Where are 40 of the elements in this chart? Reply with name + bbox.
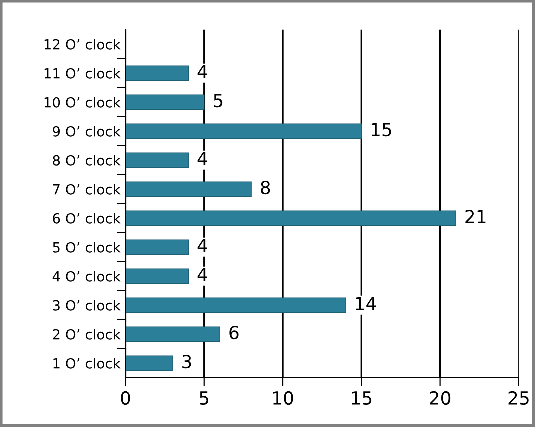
x-tick-label: 20 (430, 391, 451, 406)
bar (126, 356, 174, 371)
data-label: 4 (198, 65, 208, 78)
bar (126, 94, 205, 110)
y-tick-label: 3 O’ clock (53, 300, 121, 311)
data-label: 3 (182, 354, 192, 369)
y-tick-label: 7 O’ clock (53, 184, 121, 195)
y-tick-label: 10 O’ clock (44, 97, 121, 108)
bar (126, 210, 456, 226)
data-label: 4 (198, 239, 208, 252)
data-label: 21 (466, 210, 486, 224)
bar (126, 298, 346, 313)
x-tick-label: 25 (508, 391, 529, 406)
y-tick-label: 4 O’ clock (52, 271, 121, 282)
x-tick-label: 10 (274, 391, 294, 406)
x-tick-label: 5 (200, 392, 209, 406)
bar (126, 124, 362, 139)
data-label: 5 (214, 94, 223, 108)
y-tick-label: 5 O’ clock (53, 242, 121, 253)
y-tick-label: 6 O’ clock (53, 213, 121, 224)
bar (126, 182, 252, 197)
y-tick-label: 9 O’ clock (53, 126, 121, 137)
y-tick-label: 2 O’ clock (53, 329, 121, 340)
bar (126, 152, 189, 168)
data-label: 4 (198, 152, 208, 166)
data-label: 14 (356, 297, 376, 310)
data-label: 6 (230, 326, 239, 340)
bar (126, 240, 189, 255)
y-tick-label: 8 O’ clock (53, 155, 121, 166)
bar (126, 326, 220, 342)
data-label: 8 (261, 180, 270, 195)
y-tick-label: 1 O’ clock (54, 358, 121, 369)
bar (126, 66, 189, 81)
x-tick-label: 15 (352, 392, 372, 406)
data-label: 4 (198, 268, 208, 282)
y-tick-label: 12 O’ clock (44, 39, 121, 50)
y-tick-label: 11 O’ clock (44, 68, 121, 79)
bar (126, 268, 189, 284)
x-tick-label: 0 (121, 391, 130, 406)
data-label: 15 (372, 123, 392, 137)
